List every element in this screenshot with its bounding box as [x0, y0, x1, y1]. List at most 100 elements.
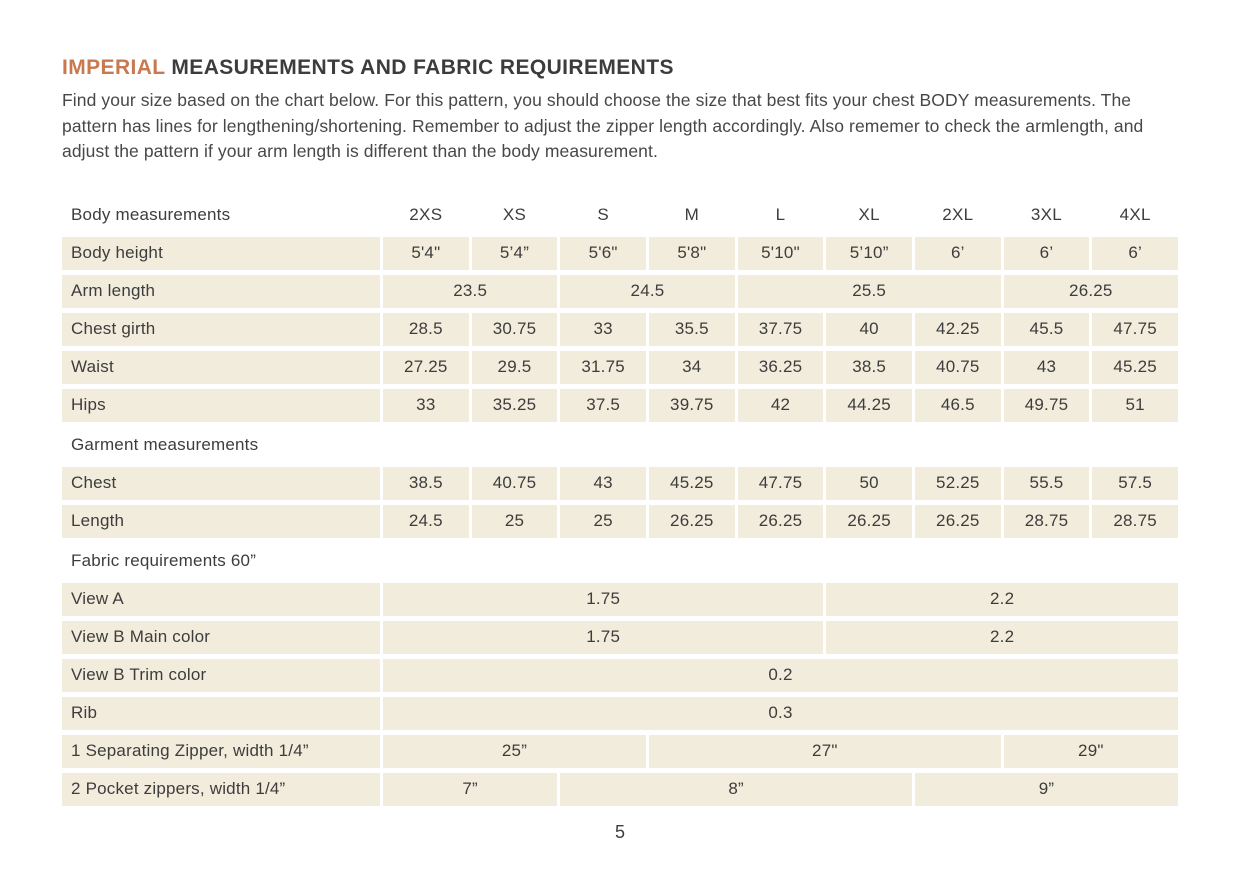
value-cell: 46.5: [914, 388, 1001, 422]
value-cell: 6’: [1003, 236, 1090, 270]
value-cell: 27.25: [383, 350, 469, 384]
size-column-header: L: [775, 205, 786, 224]
size-column-header: S: [597, 205, 609, 224]
value-cell: 26.25: [914, 504, 1001, 538]
value-cell: 26.25: [1003, 274, 1178, 308]
value-cell: 45.25: [1092, 350, 1178, 384]
row-label: View A: [62, 582, 380, 616]
section-label: Body measurements: [71, 205, 231, 224]
value-cell: 51: [1092, 388, 1178, 422]
value-cell: 37.75: [737, 312, 824, 346]
size-column-header: 2XL: [942, 205, 974, 224]
value-cell: 25: [560, 504, 646, 538]
table-row: Hips 33 35.25 37.5 39.75 42 44.25 46.5 49.75 51: [62, 388, 1178, 422]
value-cell: 43: [560, 466, 646, 500]
value-cell: 0.3: [383, 696, 1178, 730]
table-row: Rib 0.3: [62, 696, 1178, 730]
value-cell: 26.25: [648, 504, 735, 538]
value-cell: 40.75: [471, 466, 558, 500]
value-cell: 23.5: [383, 274, 558, 308]
value-cell: 5'10": [737, 236, 824, 270]
value-cell: 27": [649, 734, 1001, 768]
table-row: Body height 5'4" 5’4” 5'6" 5'8" 5'10" 5’10” 6’ 6…: [62, 236, 1178, 270]
table-row: Arm length 23.5 24.5 25.5 26.25: [62, 274, 1178, 308]
section-label: Fabric requirements 60”: [71, 551, 257, 570]
title-rest: MEASUREMENTS AND FABRIC REQUIREMENTS: [171, 56, 674, 79]
intro-paragraph: Find your size based on the chart below.…: [62, 90, 1144, 161]
value-cell: 9”: [915, 772, 1178, 806]
value-cell: 28.75: [1003, 504, 1090, 538]
value-cell: 47.75: [1092, 312, 1178, 346]
value-cell: 49.75: [1003, 388, 1090, 422]
table-row: View B Main color 1.75 2.2: [62, 620, 1178, 654]
value-cell: 40.75: [914, 350, 1001, 384]
size-column-header: 2XS: [409, 205, 443, 224]
value-cell: 1.75: [383, 620, 824, 654]
table-row: Waist 27.25 29.5 31.75 34 36.25 38.5 40.75 43 45.…: [62, 350, 1178, 384]
table-row: 1 Separating Zipper, width 1/4” 25” 27" 29": [62, 734, 1178, 768]
value-cell: 1.75: [383, 582, 824, 616]
value-cell: 5’4”: [471, 236, 558, 270]
section-header-row: Garment measurements: [62, 429, 1178, 462]
value-cell: 5'4": [383, 236, 469, 270]
value-cell: 2.2: [826, 620, 1178, 654]
size-table: Body measurements 2XS XS S M L XL 2XL 3XL 4XL Body…: [62, 199, 1178, 806]
value-cell: 29": [1003, 734, 1178, 768]
size-column-header: XL: [858, 205, 880, 224]
value-cell: 31.75: [560, 350, 646, 384]
value-cell: 55.5: [1003, 466, 1090, 500]
value-cell: 26.25: [826, 504, 912, 538]
value-cell: 40: [826, 312, 912, 346]
value-cell: 38.5: [383, 466, 469, 500]
value-cell: 43: [1003, 350, 1090, 384]
row-label: Rib: [62, 696, 380, 730]
value-cell: 24.5: [560, 274, 735, 308]
value-cell: 34: [648, 350, 735, 384]
value-cell: 42.25: [914, 312, 1001, 346]
value-cell: 38.5: [826, 350, 912, 384]
table-row: 2 Pocket zippers, width 1/4” 7” 8” 9”: [62, 772, 1178, 806]
value-cell: 35.25: [471, 388, 558, 422]
value-cell: 5'6": [560, 236, 646, 270]
value-cell: 33: [560, 312, 646, 346]
value-cell: 45.5: [1003, 312, 1090, 346]
value-cell: 42: [737, 388, 824, 422]
value-cell: 29.5: [471, 350, 558, 384]
value-cell: 26.25: [737, 504, 824, 538]
value-cell: 37.5: [560, 388, 646, 422]
value-cell: 6’: [914, 236, 1001, 270]
value-cell: 25.5: [737, 274, 1001, 308]
value-cell: 47.75: [737, 466, 824, 500]
value-cell: 24.5: [383, 504, 469, 538]
value-cell: 50: [826, 466, 912, 500]
value-cell: 5'8": [648, 236, 735, 270]
row-label: Waist: [62, 350, 380, 384]
row-label: View B Main color: [62, 620, 380, 654]
page-number: 5: [614, 821, 625, 842]
row-label: Chest girth: [62, 312, 380, 346]
row-label: Arm length: [62, 274, 380, 308]
value-cell: 33: [383, 388, 469, 422]
row-label: Body height: [62, 236, 380, 270]
table-row: View A 1.75 2.2: [62, 582, 1178, 616]
row-label: Chest: [62, 466, 380, 500]
table-row: Chest girth 28.5 30.75 33 35.5 37.75 40 42.25 45…: [62, 312, 1178, 346]
value-cell: 39.75: [648, 388, 735, 422]
value-cell: 0.2: [383, 658, 1178, 692]
value-cell: 2.2: [826, 582, 1178, 616]
value-cell: 25: [471, 504, 558, 538]
value-cell: 8”: [560, 772, 912, 806]
row-label: 1 Separating Zipper, width 1/4”: [62, 734, 380, 768]
table-row: View B Trim color 0.2: [62, 658, 1178, 692]
section-header-row: Fabric requirements 60”: [62, 545, 1178, 578]
section-label: Garment measurements: [71, 435, 259, 454]
value-cell: 5’10”: [826, 236, 912, 270]
value-cell: 7”: [383, 772, 558, 806]
table-row: Chest 38.5 40.75 43 45.25 47.75 50 52.25 55.5 57.…: [62, 466, 1178, 500]
section-header-row: Body measurements 2XS XS S M L XL 2XL 3XL 4XL: [62, 199, 1178, 232]
row-label: Length: [62, 504, 380, 538]
value-cell: 25”: [383, 734, 646, 768]
value-cell: 6’: [1092, 236, 1178, 270]
value-cell: 30.75: [471, 312, 558, 346]
page-title: IMPERIAL MEASUREMENTS AND FABRIC REQUIRE…: [62, 56, 1178, 80]
